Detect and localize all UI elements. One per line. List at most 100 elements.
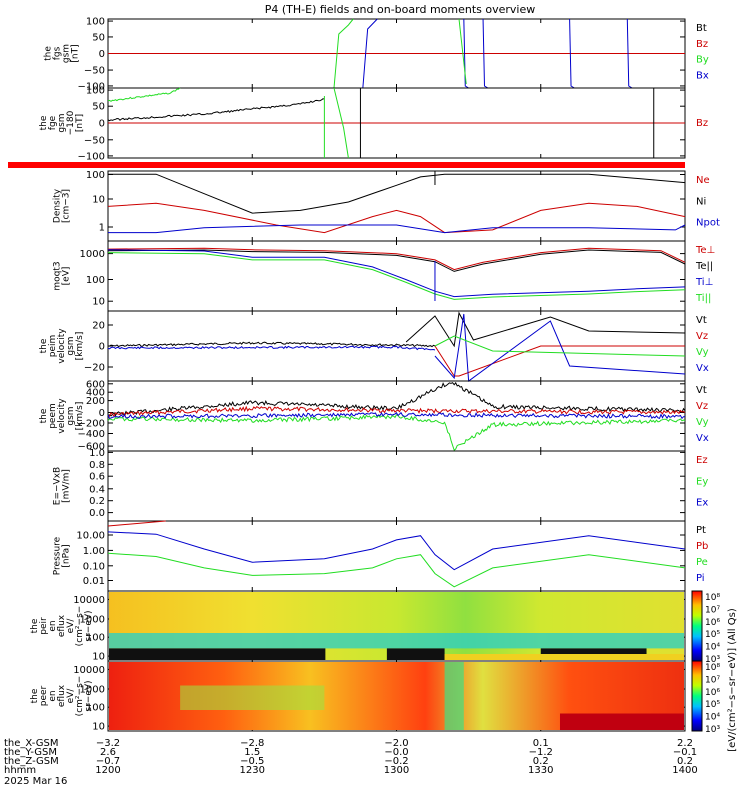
xaxis-row-label: hhmm	[4, 765, 36, 776]
xaxis-value: −0.2	[384, 756, 408, 767]
colorbar-tick: 10⁷	[705, 605, 720, 615]
y-tick-label: 10000	[73, 665, 105, 676]
ylabel-line: gsm	[57, 113, 67, 132]
y-tick-label: 20	[92, 321, 105, 332]
y-tick-label: 200	[86, 396, 105, 407]
panel-pressure: Pressure [nPa] 10.00 1.00 0.10 0.01 Pt Pb Pe Pi	[53, 520, 708, 592]
series-ni	[108, 173, 686, 214]
y-tick-label: 10.00	[76, 531, 105, 542]
panel-peir: the peir en eflux eV/(cm²−s− sr−eV)1000010001…	[30, 590, 686, 663]
legend-te⊥: Te⊥	[695, 245, 715, 256]
legend-vt: Vt	[696, 385, 707, 396]
y-tick-label: −600	[78, 442, 105, 453]
xaxis-value: −2.0	[384, 738, 408, 749]
panel-ylabel: E=−VxB [mV/m]	[53, 467, 72, 505]
xaxis-value: −1.2	[529, 747, 553, 758]
ylabel-line: (cm²−s−	[75, 606, 85, 647]
panel-efield: E=−VxB [mV/m] 1.00.80.60.40.20.0 Ez Ey Ex	[53, 448, 708, 522]
panel-ylabel: Pressure [nPa]	[53, 536, 72, 575]
series-ne	[107, 202, 686, 234]
legend-ne: Ne	[696, 175, 710, 186]
ylabel-line: the	[39, 338, 49, 353]
panel-density: Density [cm−3] 100 10 1 Ne Ni Npot	[53, 170, 720, 242]
series-vt	[107, 381, 686, 417]
legend-ni: Ni	[696, 196, 706, 207]
xaxis-date: 2025 Mar 16	[4, 776, 67, 787]
xaxis-row-label: the_Z-GSM	[4, 756, 59, 767]
legend-ti⊥: Ti⊥	[695, 277, 713, 288]
y-tick-label: −200	[78, 419, 105, 430]
xaxis-value: 1.5	[244, 747, 260, 758]
spectrogram-noise	[109, 648, 326, 660]
y-tick-label: 1000	[80, 685, 105, 696]
panel-frame	[107, 660, 686, 732]
legend-ez: Ez	[696, 455, 708, 466]
ylabel-line: eflux	[57, 684, 67, 707]
ylabel-line: (cm²−s−	[75, 676, 85, 717]
panel-ylabel: moqt3 [eV]	[53, 261, 72, 290]
spectrogram-band	[444, 654, 684, 660]
panel-ylabel: the fgs gsm [nT]	[44, 44, 81, 63]
colorbar-tick: 10⁴	[705, 643, 720, 653]
legend-npot: Npot	[696, 218, 720, 229]
ylabel-line: [nPa]	[62, 544, 72, 567]
y-tick-label: 10	[92, 195, 105, 206]
y-tick-label: −50	[84, 135, 105, 146]
ylabel-line: [cm−3]	[62, 189, 72, 223]
ylabel-line: Density	[53, 188, 63, 223]
series-vy	[434, 335, 686, 357]
xaxis-value: 1300	[384, 765, 409, 776]
y-tick-label: 50	[92, 102, 105, 113]
series-bx	[463, 18, 469, 89]
y-tick-label: 100	[86, 275, 105, 286]
xaxis-value: 1400	[672, 765, 697, 776]
y-tick-label: 10	[92, 722, 105, 733]
y-tick-label: 100	[86, 17, 105, 28]
colorbar	[691, 590, 703, 662]
ylabel-line: Pressure	[53, 536, 63, 575]
series-by	[458, 18, 467, 85]
y-tick-label: 1.0	[89, 448, 105, 459]
y-tick-label: 0	[99, 119, 105, 130]
series-ti-perp	[107, 249, 686, 298]
legend-pe: Pe	[696, 557, 708, 568]
legend-vx: Vx	[696, 433, 709, 444]
ylabel-line: [km/s]	[75, 402, 85, 431]
ylabel-line: gsm	[66, 336, 76, 355]
ylabel-line: −180	[66, 110, 76, 135]
y-tick-label: −20	[84, 363, 105, 374]
ylabel-line: peir	[39, 617, 49, 635]
ylabel-line: sr−eV)	[84, 610, 94, 641]
legend-pi: Pi	[696, 573, 705, 584]
series-vx	[107, 345, 436, 351]
panel-fge: the fge gsm −180 [nT] 100 50 0 −50 −100 Bz	[8, 86, 708, 168]
series-vt	[107, 341, 436, 348]
panel-peem: the peem velocity gsm [km/s]6004002000−200−4…	[39, 379, 709, 452]
ylabel-line: the	[44, 46, 54, 61]
spectrogram-band	[180, 685, 325, 710]
series-vz	[434, 345, 685, 377]
legend-vx: Vx	[696, 363, 709, 374]
y-tick-label: 0.4	[89, 484, 105, 495]
xaxis-value: 1200	[95, 765, 120, 776]
spectrogram-band	[559, 713, 684, 730]
series-vz	[108, 405, 686, 417]
ylabel-line: the	[39, 115, 49, 130]
ylabel-line: sr−eV)	[84, 680, 94, 711]
legend-vy: Vy	[696, 347, 709, 358]
xaxis-value: −0.0	[384, 747, 408, 758]
ylabel-line: E=−VxB	[53, 467, 63, 505]
y-tick-label: 1	[99, 223, 105, 234]
y-tick-label: 0.2	[89, 496, 105, 507]
panel-ylabel: the fge gsm −180 [nT]	[39, 110, 85, 135]
series-te-perp	[107, 247, 686, 271]
series-bt	[107, 98, 325, 122]
ylabel-line: velocity	[57, 398, 67, 434]
panel-ylabel: the peir en eflux eV/(cm²−s− sr−eV)	[30, 606, 94, 647]
y-tick-label: 50	[92, 32, 105, 43]
y-tick-label: 600	[86, 379, 105, 390]
ylabel-line: peer	[39, 685, 49, 706]
series-by	[333, 87, 349, 159]
series-vy	[107, 414, 686, 452]
legend-ti||: Ti||	[695, 293, 711, 304]
